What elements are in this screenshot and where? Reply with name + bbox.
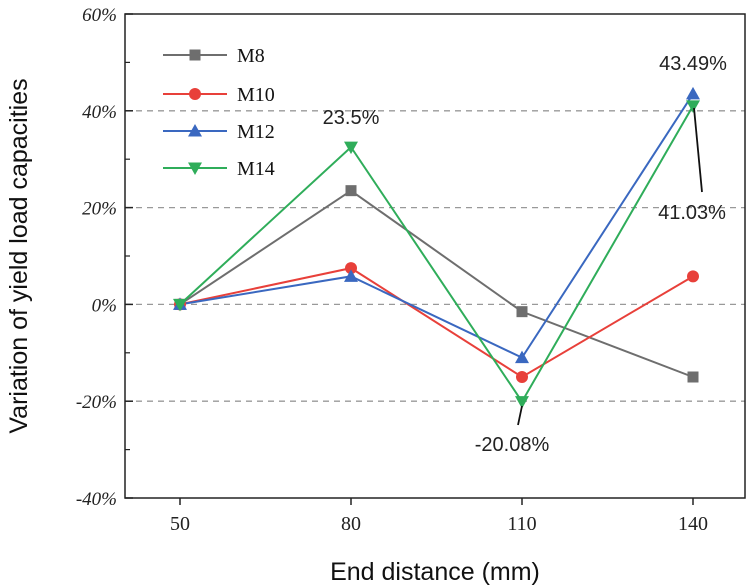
series-line-m14 (179, 105, 694, 404)
data-point-m8 (687, 371, 699, 383)
x-tick-label: 110 (507, 513, 536, 535)
series-line-m12 (179, 93, 694, 359)
y-tick-label: 40% (82, 102, 117, 123)
annotation-41-03: 41.03% (658, 202, 726, 224)
legend-marker-m14 (188, 162, 202, 175)
x-axis-label: End distance (mm) (330, 558, 540, 586)
x-tick-label: 80 (341, 513, 361, 535)
y-tick-label: -20% (76, 392, 117, 413)
data-point-m14 (173, 298, 187, 312)
data-point-m10 (345, 262, 357, 275)
y-tick-label: 0% (92, 295, 117, 316)
legend-marker-m12 (188, 124, 202, 137)
annotation-23-5: 23.5% (323, 107, 380, 129)
data-point-m14 (344, 141, 358, 155)
series-line-m10 (179, 267, 694, 379)
annotation-minus-20-08: -20.08% (475, 434, 550, 456)
x-tick-label: 140 (678, 513, 708, 535)
x-ticks: 50 80 110 140 (170, 498, 708, 535)
plot-frame (124, 13, 746, 499)
data-point-m12 (686, 86, 700, 100)
annotations: 23.5% 43.49% 41.03% -20.08% (323, 53, 727, 456)
grid-lines (125, 110, 745, 402)
data-point-m10 (687, 270, 699, 283)
data-point-m8 (345, 185, 357, 197)
series-lines (179, 93, 694, 404)
legend-marker-m10 (189, 88, 201, 100)
data-point-m8 (516, 306, 528, 318)
legend-label-m14: M14 (237, 158, 275, 180)
series-markers (173, 86, 700, 409)
data-point-m14 (515, 396, 529, 409)
y-tick-label: 20% (82, 199, 117, 220)
y-tick-label: 60% (82, 5, 117, 26)
data-point-m12 (344, 269, 358, 282)
data-point-m10 (516, 371, 528, 383)
annotation-pointer-20-08 (517, 405, 523, 426)
annotation-pointer-41-03 (693, 107, 703, 193)
annotation-43-49: 43.49% (659, 53, 727, 75)
legend-marker-m8 (189, 49, 201, 61)
x-tick-label: 50 (170, 513, 190, 535)
legend-label-m12: M12 (237, 121, 275, 143)
data-point-m12 (515, 350, 529, 364)
y-ticks: -40% -20% 0% 20% 40% 60% (76, 5, 133, 510)
series-line-m8 (179, 189, 694, 378)
legend-label-m10: M10 (237, 84, 275, 106)
data-point-m14 (686, 100, 700, 113)
legend: M8 M10 M12 M14 (163, 45, 275, 180)
legend-label-m8: M8 (237, 45, 265, 67)
y-tick-label: -40% (76, 489, 117, 510)
y-axis-label: Variation of yield load capacities (5, 78, 33, 433)
